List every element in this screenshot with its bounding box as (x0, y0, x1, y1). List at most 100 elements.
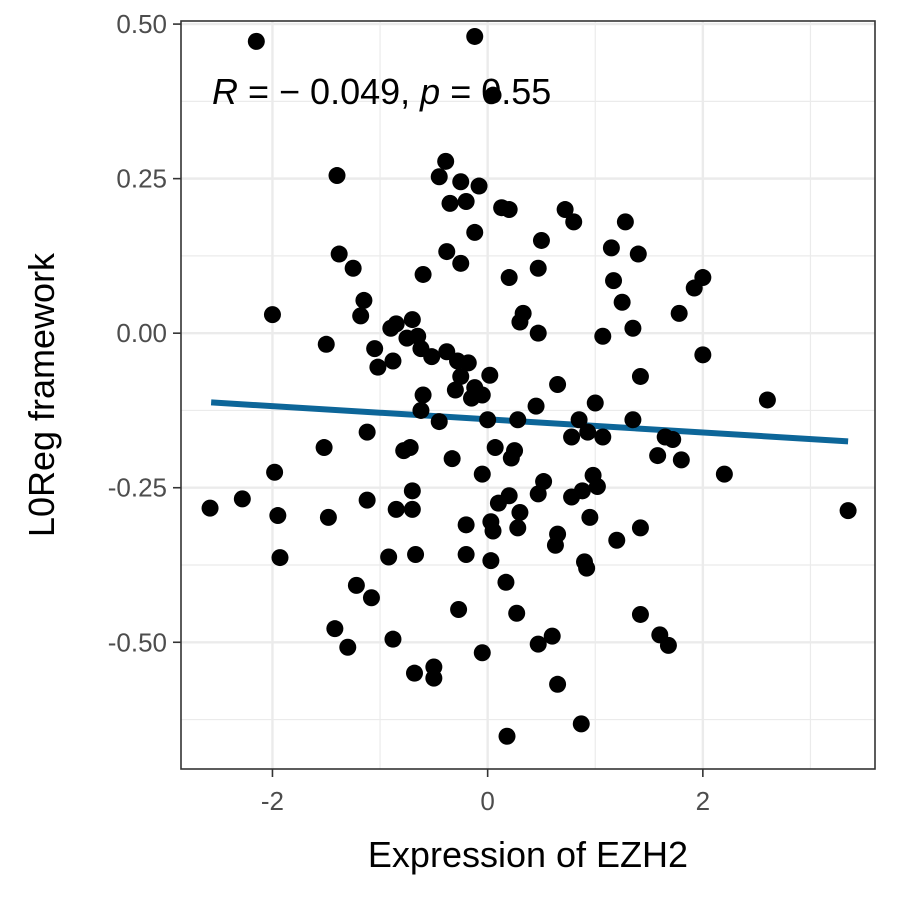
data-point (470, 177, 488, 195)
data-point (366, 340, 384, 358)
y-axis: -0.50 -0.25 0.00 0.25 0.50 (108, 9, 181, 657)
data-point (263, 306, 281, 324)
data-point (613, 293, 631, 311)
data-point (529, 635, 547, 653)
data-point (412, 401, 430, 419)
data-point (588, 477, 606, 495)
data-point (395, 442, 413, 460)
data-point (466, 223, 484, 241)
y-tick-label: -0.25 (108, 473, 167, 503)
data-point (563, 488, 581, 506)
data-point (384, 352, 402, 370)
data-point (694, 346, 712, 364)
data-point (459, 354, 477, 372)
data-point (511, 313, 529, 331)
data-points (201, 27, 857, 745)
data-point (414, 386, 432, 404)
data-point (498, 727, 516, 745)
data-point (565, 213, 583, 231)
data-point (382, 319, 400, 337)
data-point (319, 508, 337, 526)
data-point (315, 439, 333, 457)
data-point (369, 358, 387, 376)
data-point (423, 348, 441, 366)
data-point (685, 279, 703, 297)
data-point (387, 500, 405, 518)
data-point (715, 465, 733, 483)
data-point (271, 549, 289, 567)
data-point (339, 638, 357, 656)
data-point (362, 589, 380, 607)
data-point (529, 259, 547, 277)
regression-line-group (210, 399, 849, 445)
data-point (511, 503, 529, 521)
data-point (266, 463, 284, 481)
data-point (317, 335, 335, 353)
data-point (664, 431, 682, 449)
data-point (581, 508, 599, 526)
data-point (670, 304, 688, 322)
data-point (572, 715, 590, 733)
y-tick-label: 0.00 (116, 318, 167, 348)
data-point (594, 327, 612, 345)
correlation-annotation: R = − 0.049, p = 0.55 (212, 71, 551, 112)
data-point (457, 545, 475, 563)
data-point (407, 545, 425, 563)
data-point (330, 245, 348, 263)
data-point (446, 381, 464, 399)
p-value: = 0.55 (440, 71, 551, 112)
data-point (500, 201, 518, 219)
data-point (355, 291, 373, 309)
data-point (452, 173, 470, 191)
data-point (452, 367, 470, 385)
data-point (839, 502, 857, 520)
data-point (532, 231, 550, 249)
data-point (631, 519, 649, 537)
data-point (403, 482, 421, 500)
data-point (659, 636, 677, 654)
data-point (500, 269, 518, 287)
regression-line (210, 399, 849, 445)
data-point (549, 375, 567, 393)
data-point (527, 397, 545, 415)
data-point (479, 411, 497, 429)
data-point (508, 604, 526, 622)
data-point (482, 552, 500, 570)
y-tick-label: 0.25 (116, 164, 167, 194)
data-point (201, 499, 219, 517)
data-point (579, 423, 597, 441)
data-point (629, 245, 647, 263)
data-point (398, 329, 416, 347)
data-point (473, 386, 491, 404)
data-point (529, 485, 547, 503)
x-tick-label: -2 (261, 786, 284, 816)
panel-background (181, 21, 875, 769)
data-point (247, 32, 265, 50)
data-point (405, 664, 423, 682)
data-point (489, 494, 507, 512)
data-point (328, 167, 346, 185)
data-point (403, 311, 421, 329)
data-point (605, 272, 623, 290)
data-point (473, 465, 491, 483)
data-point (484, 86, 502, 104)
data-point (450, 601, 468, 619)
data-point (438, 243, 456, 261)
data-point (269, 507, 287, 525)
data-point (403, 500, 421, 518)
x-axis-title: Expression of EZH2 (368, 834, 688, 875)
data-point (578, 559, 596, 577)
data-point (358, 423, 376, 441)
data-point (543, 627, 561, 645)
data-point (414, 265, 432, 283)
r-symbol: R (212, 71, 238, 112)
data-point (758, 391, 776, 409)
x-tick-label: 2 (696, 786, 710, 816)
data-point (616, 213, 634, 231)
y-tick-label: 0.50 (116, 9, 167, 39)
y-tick-label: -0.50 (108, 627, 167, 657)
data-point (602, 239, 620, 257)
data-point (481, 366, 499, 384)
data-point (466, 27, 484, 45)
